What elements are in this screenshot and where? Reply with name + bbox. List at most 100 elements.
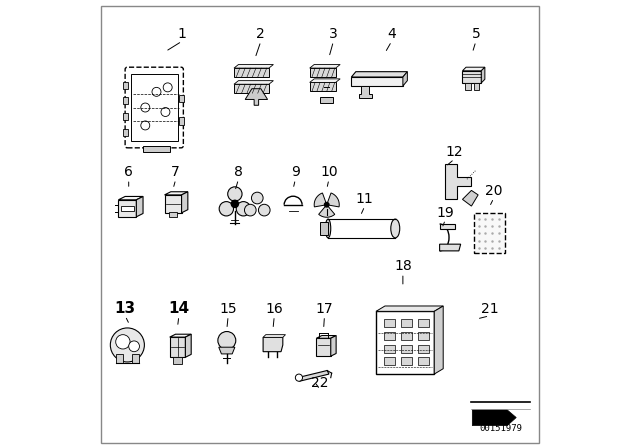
- Polygon shape: [440, 244, 461, 251]
- Polygon shape: [186, 334, 191, 358]
- Text: 19: 19: [436, 206, 454, 220]
- Polygon shape: [310, 65, 340, 68]
- Circle shape: [228, 187, 242, 201]
- Circle shape: [218, 332, 236, 349]
- Polygon shape: [359, 86, 371, 98]
- Bar: [384, 319, 396, 327]
- Bar: [384, 357, 396, 365]
- Polygon shape: [434, 306, 443, 374]
- Circle shape: [231, 200, 239, 207]
- Polygon shape: [481, 67, 485, 83]
- Text: 11: 11: [356, 192, 374, 206]
- Polygon shape: [440, 224, 455, 229]
- Text: 21: 21: [481, 302, 498, 316]
- Text: 5: 5: [472, 27, 480, 41]
- Polygon shape: [376, 306, 443, 311]
- Polygon shape: [310, 68, 336, 77]
- Polygon shape: [472, 410, 516, 426]
- Polygon shape: [234, 65, 273, 68]
- Polygon shape: [263, 335, 285, 337]
- Bar: [116, 354, 123, 363]
- Polygon shape: [170, 334, 191, 337]
- Bar: [179, 95, 184, 102]
- Polygon shape: [316, 338, 331, 356]
- Circle shape: [324, 202, 329, 207]
- Polygon shape: [245, 89, 268, 105]
- Text: 22: 22: [311, 376, 329, 390]
- Polygon shape: [234, 84, 269, 93]
- Polygon shape: [234, 81, 273, 84]
- Polygon shape: [143, 146, 170, 152]
- Circle shape: [236, 202, 251, 216]
- FancyBboxPatch shape: [125, 67, 184, 148]
- Polygon shape: [316, 336, 336, 338]
- Text: 6: 6: [124, 165, 133, 179]
- Circle shape: [252, 192, 263, 204]
- Polygon shape: [474, 83, 479, 90]
- Polygon shape: [463, 71, 481, 83]
- Circle shape: [110, 328, 145, 362]
- Text: 1: 1: [177, 27, 186, 41]
- Polygon shape: [310, 82, 336, 91]
- Text: 00151979: 00151979: [479, 424, 522, 433]
- Polygon shape: [351, 72, 408, 77]
- Polygon shape: [445, 164, 472, 199]
- Bar: [123, 82, 128, 89]
- Ellipse shape: [325, 219, 331, 238]
- Polygon shape: [182, 192, 188, 213]
- Text: 14: 14: [168, 301, 189, 316]
- Polygon shape: [173, 358, 182, 364]
- Bar: [401, 319, 412, 327]
- Bar: [401, 345, 412, 353]
- Polygon shape: [164, 195, 182, 213]
- Circle shape: [296, 374, 303, 381]
- Bar: [123, 129, 128, 136]
- Polygon shape: [219, 347, 235, 354]
- Circle shape: [152, 87, 161, 96]
- Polygon shape: [320, 97, 333, 103]
- Circle shape: [116, 335, 130, 349]
- Bar: [401, 357, 412, 365]
- Bar: [384, 332, 396, 340]
- Text: 13: 13: [115, 301, 136, 316]
- Text: 20: 20: [485, 184, 502, 198]
- Text: 4: 4: [387, 27, 396, 41]
- Polygon shape: [463, 190, 478, 206]
- Circle shape: [141, 103, 150, 112]
- Polygon shape: [164, 192, 188, 195]
- Bar: [131, 74, 177, 141]
- Circle shape: [259, 204, 270, 216]
- Bar: [418, 345, 429, 353]
- Bar: [401, 332, 412, 340]
- Text: 8: 8: [234, 165, 243, 179]
- Polygon shape: [351, 77, 403, 86]
- Polygon shape: [118, 200, 136, 217]
- Polygon shape: [314, 193, 327, 207]
- Bar: [121, 206, 134, 211]
- Polygon shape: [298, 370, 329, 381]
- Polygon shape: [170, 337, 186, 358]
- Bar: [418, 357, 429, 365]
- Circle shape: [244, 204, 256, 216]
- Circle shape: [129, 341, 140, 352]
- Ellipse shape: [391, 219, 400, 238]
- Bar: [384, 345, 396, 353]
- Bar: [179, 117, 184, 125]
- Polygon shape: [319, 205, 335, 217]
- Circle shape: [141, 121, 150, 130]
- Text: 15: 15: [220, 302, 237, 316]
- Polygon shape: [403, 72, 408, 86]
- Polygon shape: [327, 193, 339, 207]
- Bar: [418, 319, 429, 327]
- Polygon shape: [234, 68, 269, 77]
- Polygon shape: [136, 196, 143, 217]
- Bar: [170, 212, 177, 217]
- Circle shape: [161, 108, 170, 116]
- Text: 18: 18: [394, 259, 412, 273]
- Text: 10: 10: [320, 165, 338, 179]
- Bar: [123, 97, 128, 104]
- Polygon shape: [310, 79, 340, 82]
- Bar: [132, 354, 139, 363]
- Bar: [376, 311, 435, 374]
- Polygon shape: [331, 336, 336, 356]
